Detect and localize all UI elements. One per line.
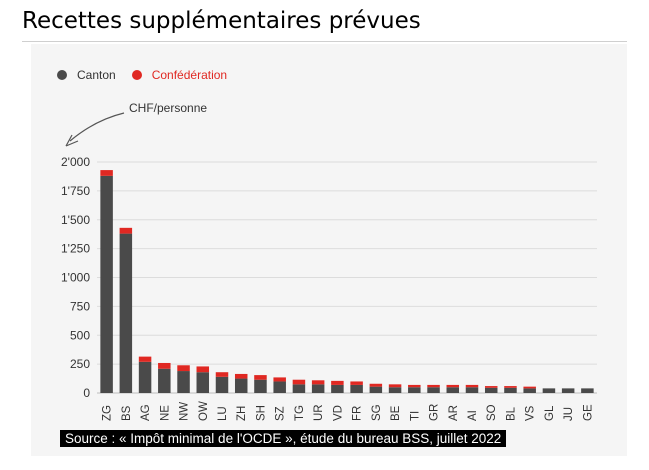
bar-canton-ow	[196, 372, 210, 393]
x-tick-label: JU	[563, 407, 575, 421]
bar-canton-be	[388, 387, 402, 393]
y-unit-label: CHF/personne	[129, 101, 208, 115]
bar-confederation-nw	[177, 365, 190, 372]
y-tick-label: 1'000	[61, 271, 90, 285]
x-tick-label: NE	[159, 405, 171, 421]
bar-confederation-zh	[234, 373, 248, 379]
x-tick-label: TI	[409, 411, 421, 421]
y-tick-label: 1'250	[61, 242, 90, 256]
bar-confederation-ai	[465, 384, 479, 388]
bar-canton-tg	[292, 384, 306, 393]
bar-canton-so	[484, 387, 498, 393]
bar-canton-ai	[465, 387, 479, 393]
legend-item-confederation: Confédération	[131, 68, 228, 82]
chart-legend: Canton Confédération	[57, 68, 243, 82]
bar-confederation-ne	[158, 362, 171, 369]
x-tick-label: LU	[217, 406, 229, 421]
bar-canton-ne	[158, 368, 171, 393]
bar-canton-gr	[427, 387, 440, 393]
y-tick-label: 1'500	[61, 213, 90, 227]
bar-confederation-be	[388, 384, 402, 388]
x-tick-label: SH	[255, 405, 267, 421]
bar-canton-bl	[504, 387, 517, 393]
bar-confederation-sg	[369, 383, 383, 387]
unit-arrowhead	[65, 134, 79, 147]
x-tick-label: AG	[140, 404, 152, 421]
x-tick-label: GR	[429, 404, 441, 421]
bar-confederation-fr	[350, 381, 363, 385]
x-tick-label: AI	[467, 410, 479, 421]
x-tick-label: TG	[294, 405, 306, 421]
bar-confederation-ur	[311, 380, 325, 385]
bar-canton-sg	[369, 386, 383, 393]
x-tick-label: SO	[486, 404, 498, 421]
bar-confederation-bs	[119, 227, 133, 234]
bar-confederation-vd	[331, 380, 344, 385]
bar-canton-ti	[408, 387, 421, 393]
title-divider	[22, 41, 627, 42]
legend-label-confederation: Confédération	[151, 68, 228, 82]
legend-swatch-canton	[57, 70, 67, 80]
source-caption: Source : « Impôt minimal de l'OCDE », ét…	[60, 430, 507, 447]
bar-canton-nw	[177, 371, 190, 393]
bar-canton-vd	[331, 384, 344, 393]
x-tick-label: FR	[352, 406, 364, 421]
bar-confederation-ow	[196, 366, 210, 373]
bar-confederation-ti	[408, 384, 421, 388]
bar-canton-zh	[234, 378, 248, 393]
slide-title: Recettes supplémentaires prévues	[22, 8, 421, 34]
bar-confederation-vs	[523, 386, 536, 389]
bar-canton-lu	[215, 376, 229, 393]
bar-confederation-sh	[254, 375, 267, 380]
x-tick-label: SZ	[275, 406, 287, 421]
x-tick-label: VD	[332, 405, 344, 421]
bar-canton-sh	[254, 379, 267, 393]
x-tick-label: GE	[582, 404, 594, 421]
bar-canton-ge	[581, 388, 594, 393]
x-tick-label: AR	[448, 405, 460, 421]
bar-canton-fr	[350, 384, 363, 393]
bar-confederation-gr	[427, 384, 440, 388]
x-tick-label: ZG	[102, 405, 114, 421]
bar-canton-vs	[523, 388, 536, 393]
y-tick-label: 750	[70, 299, 90, 313]
x-tick-label: NW	[179, 402, 191, 421]
y-tick-label: 2'000	[61, 155, 90, 169]
y-tick-label: 1'750	[61, 184, 90, 198]
legend-item-canton: Canton	[57, 68, 116, 82]
bar-confederation-tg	[292, 379, 306, 385]
bar-confederation-sz	[273, 377, 286, 382]
y-tick-label: 0	[83, 386, 90, 400]
y-tick-label: 500	[70, 328, 90, 342]
unit-arrow	[69, 112, 125, 142]
bar-canton-gl	[542, 388, 556, 393]
legend-label-canton: Canton	[77, 68, 116, 82]
x-tick-label: OW	[198, 401, 210, 421]
bar-canton-sz	[273, 381, 286, 393]
bar-canton-ur	[311, 384, 325, 393]
bar-canton-ar	[446, 387, 460, 393]
x-tick-label: BL	[505, 406, 517, 421]
x-tick-label: GL	[544, 405, 556, 421]
x-tick-label: BE	[390, 405, 402, 421]
bar-canton-zg	[100, 175, 113, 393]
bar-confederation-bl	[504, 386, 517, 388]
x-tick-label: BS	[121, 405, 133, 421]
bar-confederation-zg	[100, 170, 113, 176]
bar-canton-bs	[119, 233, 133, 393]
bar-confederation-so	[484, 386, 498, 388]
legend-swatch-confederation	[131, 70, 142, 80]
bar-canton-ju	[561, 388, 575, 393]
bar-confederation-lu	[215, 372, 229, 377]
bar-confederation-ag	[138, 356, 152, 362]
x-tick-label: UR	[313, 404, 325, 421]
bar-confederation-ar	[446, 384, 460, 388]
y-tick-label: 250	[70, 357, 90, 371]
x-tick-label: VS	[525, 405, 537, 421]
x-tick-label: SG	[371, 404, 383, 421]
bar-canton-ag	[138, 361, 152, 393]
x-tick-label: ZH	[236, 406, 248, 421]
